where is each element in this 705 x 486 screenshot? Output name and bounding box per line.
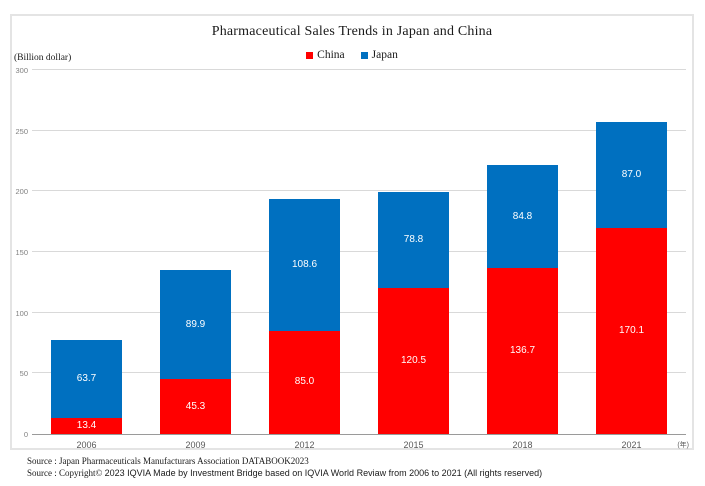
y-tick-label: 250	[15, 126, 28, 136]
y-tick-label: 200	[15, 187, 28, 197]
y-tick-label: 100	[15, 308, 28, 318]
bar-value-label: 120.5	[400, 354, 427, 366]
stacked-bar: 87.0 170.1	[596, 70, 667, 434]
x-tick-label: 2021	[621, 440, 642, 450]
bar-group-2012: 108.6 85.0	[250, 70, 359, 434]
chart-title: Pharmaceutical Sales Trends in Japan and…	[211, 24, 493, 39]
bar-value-label: 170.1	[618, 324, 645, 336]
stacked-bar: 84.8 136.7	[487, 70, 558, 434]
y-tick-label: 0	[23, 430, 28, 439]
stacked-bar: 89.9 45.3	[160, 70, 231, 434]
bar-segment-japan: 87.0	[596, 122, 667, 228]
bar-value-label: 13.4	[76, 419, 97, 431]
y-tick-label: 50	[19, 369, 28, 379]
bar-segment-japan: 78.8	[378, 192, 449, 288]
bar-value-label: 136.7	[509, 345, 536, 357]
x-axis-unit-label: (年)	[677, 442, 689, 449]
bar-group-2018: 84.8 136.7	[468, 70, 577, 434]
bar-segment-china: 45.3	[160, 379, 231, 434]
source-line-1: Source : Japan Pharmaceuticals Manufactu…	[27, 456, 309, 466]
bar-group-2021: 87.0 170.1	[577, 70, 686, 434]
gridline	[32, 251, 686, 252]
legend-label-japan: Japan	[371, 49, 398, 61]
bar-segment-china: 136.7	[487, 268, 558, 434]
gridline	[32, 311, 686, 313]
bar-segment-china: 85.0	[269, 330, 340, 434]
bar-value-label: 63.7	[76, 373, 97, 385]
japan-legend-swatch-icon	[360, 51, 368, 59]
stacked-bar: 78.8 120.5	[378, 70, 449, 434]
bar-segment-china: 120.5	[378, 287, 449, 434]
bar-value-label: 89.9	[185, 318, 206, 330]
bar-value-label: 78.8	[403, 233, 424, 245]
bar-segment-japan: 108.6	[269, 199, 340, 331]
y-axis-unit-label: (Billion dollar)	[14, 53, 72, 63]
bar-group-2006: 63.7 13.4	[32, 70, 141, 434]
bars-row: 63.7 13.4 89.9 45.3 108.6 85.0 78.8 120.5 84.8 13…	[32, 70, 686, 434]
bar-value-label: 87.0	[621, 168, 642, 180]
legend-item-china: China	[306, 49, 345, 61]
legend-label-china: China	[317, 49, 345, 61]
gridline	[32, 129, 686, 131]
x-tick-label: 2009	[185, 440, 206, 450]
source-line-2: Source : Copyright© 2023 IQVIA Made by I…	[27, 468, 542, 480]
y-tick-label: 150	[15, 248, 28, 257]
legend: China Japan	[12, 49, 692, 61]
bar-value-label: 45.3	[185, 400, 206, 412]
stacked-bar: 108.6 85.0	[269, 70, 340, 434]
legend-item-japan: Japan	[360, 49, 398, 61]
bar-segment-china: 170.1	[596, 227, 667, 434]
source-footer: Source : Japan Pharmaceuticals Manufactu…	[27, 456, 542, 479]
bar-value-label: 84.8	[512, 210, 533, 222]
bar-segment-japan: 63.7	[51, 340, 122, 418]
gridline	[32, 190, 686, 192]
gridline	[32, 69, 686, 70]
bar-segment-japan: 84.8	[487, 165, 558, 269]
bar-segment-japan: 89.9	[160, 269, 231, 380]
x-axis-labels: 2006 2009 2012 2015 2018 2021	[32, 440, 686, 450]
plot-area: 0 50 100 150 200 250 300 63.7 13.4 89.9 45.3 108.6 8…	[15, 66, 686, 439]
x-tick-label: 2006	[76, 440, 97, 450]
china-legend-swatch-icon	[306, 51, 314, 59]
bar-group-2015: 78.8 120.5	[359, 70, 468, 434]
x-tick-label: 2018	[512, 440, 533, 450]
bar-group-2009: 89.9 45.3	[141, 70, 250, 434]
chart-container: Pharmaceutical Sales Trends in Japan and…	[10, 14, 694, 450]
bar-value-label: 85.0	[294, 376, 315, 388]
x-tick-label: 2015	[403, 440, 424, 450]
bar-segment-china: 13.4	[51, 417, 122, 434]
source-line-2-prefix: Source : Copyright©	[27, 467, 105, 478]
gridline	[32, 372, 686, 374]
x-tick-label: 2012	[294, 440, 315, 450]
bar-value-label: 108.6	[291, 258, 318, 270]
source-line-2-rest: 2023 IQVIA Made by Investment Bridge bas…	[104, 467, 543, 478]
stacked-bar: 63.7 13.4	[51, 70, 122, 434]
y-tick-label: 300	[15, 66, 28, 75]
